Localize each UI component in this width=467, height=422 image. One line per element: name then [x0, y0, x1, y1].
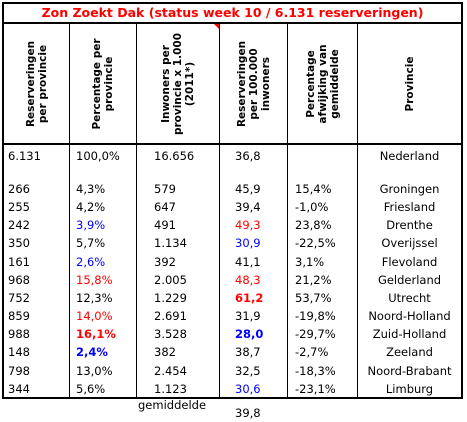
- table-row-per100k: 49,3: [235, 218, 261, 232]
- table-row-pct: 15,8%: [76, 273, 113, 287]
- table-row-prov: Gelderland: [377, 273, 442, 287]
- table-row-inw: 392: [154, 255, 176, 269]
- table-row-pct: 4,3%: [76, 182, 106, 196]
- table-row-afw: 15,4%: [295, 182, 332, 196]
- table-row-res: 968: [8, 273, 30, 287]
- table-row-res: 161: [8, 255, 30, 269]
- table-row-res: 255: [8, 200, 30, 214]
- table-row-afw: 23,8%: [295, 218, 332, 232]
- header-provincie: Provincie: [358, 24, 461, 145]
- table-row-prov: Friesland: [383, 200, 436, 214]
- table-row-res: 148: [8, 345, 30, 359]
- table-row-afw: -22,5%: [295, 236, 336, 250]
- table-row-prov: Groningen: [379, 182, 440, 196]
- table-row-pct: 5,6%: [76, 382, 106, 396]
- table-row-pct: 3,9%: [76, 218, 106, 232]
- table-row-pct: 5,7%: [76, 236, 106, 250]
- table-row-res: 266: [8, 182, 30, 196]
- table-row-per100k: 30,9: [235, 236, 261, 250]
- table-row-per100k: 39,4: [235, 200, 261, 214]
- header-reserveringen-per-provincie: Reserveringen per provincie: [4, 24, 70, 145]
- footer-average-value: 39,8: [235, 406, 261, 420]
- table-row-res: 752: [8, 291, 30, 305]
- table-row-afw: -2,7%: [295, 345, 329, 359]
- table-row-prov: Zuid-Holland: [372, 327, 447, 341]
- table-row-afw: 21,2%: [295, 273, 332, 287]
- table-row-per100k: 41,1: [235, 255, 261, 269]
- total-row-prov: Nederland: [379, 149, 440, 163]
- total-row-per100k: 36,8: [235, 149, 261, 163]
- table-row-inw: 579: [154, 182, 176, 196]
- table-row-pct: 4,2%: [76, 200, 106, 214]
- table-row-prov: Noord-Holland: [368, 309, 451, 323]
- table-row-per100k: 30,6: [235, 382, 261, 396]
- table-row-pct: 2,4%: [76, 345, 108, 359]
- table-row-inw: 1.229: [154, 291, 187, 305]
- table-row-prov: Utrecht: [388, 291, 431, 305]
- table-row-afw: 3,1%: [295, 255, 325, 269]
- table-row-inw: 2.454: [154, 364, 187, 378]
- header-inwoners-per-provincie: Inwoners per provincie x 1.000 (2011*): [137, 24, 220, 145]
- total-row-res: 6.131: [8, 149, 41, 163]
- table-row-prov: Limburg: [385, 382, 434, 396]
- table-row-per100k: 48,3: [235, 273, 261, 287]
- table-row-inw: 3.528: [154, 327, 187, 341]
- table-row-res: 344: [8, 382, 30, 396]
- table-row-pct: 16,1%: [76, 327, 116, 341]
- table-row-afw: -29,7%: [295, 327, 336, 341]
- total-row-pct: 100,0%: [76, 149, 120, 163]
- table-row-inw: 1.123: [154, 382, 187, 396]
- table-row-inw: 382: [154, 345, 176, 359]
- header-percentage-per-provincie: Percentage per provincie: [70, 24, 137, 145]
- table-row-inw: 647: [154, 200, 176, 214]
- table-row-prov: Zeeland: [386, 345, 433, 359]
- table-row-res: 988: [8, 327, 30, 341]
- table-row-res: 242: [8, 218, 30, 232]
- table-row-pct: 13,0%: [76, 364, 113, 378]
- table-row-per100k: 61,2: [235, 291, 264, 305]
- table-row-per100k: 38,7: [235, 345, 261, 359]
- table-row-afw: 53,7%: [295, 291, 332, 305]
- table-frame: Zon Zoekt Dak (status week 10 / 6.131 re…: [2, 2, 463, 420]
- table-row-res: 350: [8, 236, 30, 250]
- table-row-per100k: 31,9: [235, 309, 261, 323]
- table-row-afw: -1,0%: [295, 200, 329, 214]
- table-row-prov: Overijssel: [381, 236, 438, 250]
- table-row-prov: Noord-Brabant: [367, 364, 452, 378]
- table-row-pct: 14,0%: [76, 309, 113, 323]
- table-row-inw: 2.005: [154, 273, 187, 287]
- table-row-prov: Drenthe: [386, 218, 433, 232]
- total-row-inw: 16.656: [154, 149, 195, 163]
- table-row-afw: -23,1%: [295, 382, 336, 396]
- table-title: Zon Zoekt Dak (status week 10 / 6.131 re…: [4, 4, 461, 24]
- total-row-afw: [295, 148, 357, 165]
- table-row-inw: 2.691: [154, 309, 187, 323]
- table-row-per100k: 45,9: [235, 182, 261, 196]
- footer-label: gemiddelde: [138, 398, 207, 412]
- table-row-afw: -19,8%: [295, 309, 336, 323]
- comment-indicator: [214, 24, 219, 29]
- table-row-pct: 2,6%: [76, 255, 106, 269]
- table-row-pct: 12,3%: [76, 291, 113, 305]
- table-row-inw: 1.134: [154, 236, 187, 250]
- table-row-afw: -18,3%: [295, 364, 336, 378]
- table-row-prov: Flevoland: [381, 255, 438, 269]
- table-row-per100k: 32,5: [235, 364, 261, 378]
- table-row-inw: 491: [154, 218, 176, 232]
- header-percentage-afwijking: Percentage afwijking van gemiddelde: [288, 24, 358, 145]
- table-row-per100k: 28,0: [235, 327, 264, 341]
- table-row-res: 859: [8, 309, 30, 323]
- header-reserveringen-per-100000: Reserveringen per 100.000 inwoners: [220, 24, 288, 145]
- table-row-res: 798: [8, 364, 30, 378]
